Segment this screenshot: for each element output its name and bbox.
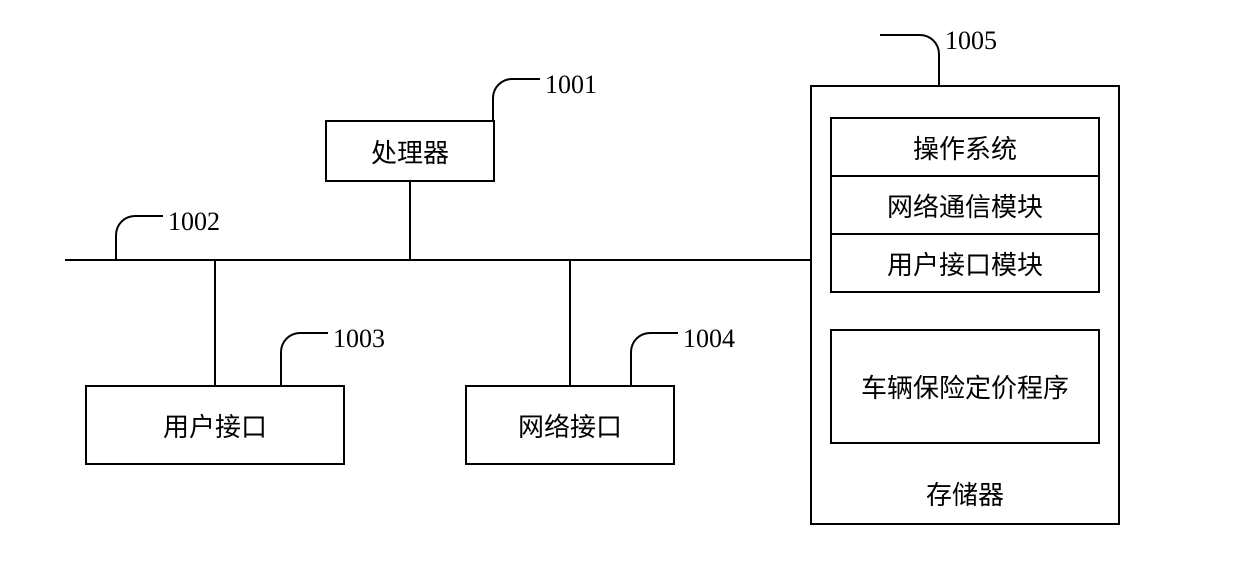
leader-1002 — [115, 215, 163, 259]
diagram-canvas: 处理器 用户接口 网络接口 操作系统 网络通信模块 用户接口模块 车辆保险定价程… — [0, 0, 1240, 572]
leader-1004 — [630, 332, 678, 386]
ref-1004: 1004 — [683, 324, 735, 354]
network-interface-box: 网络接口 — [465, 385, 675, 465]
leader-1005 — [880, 34, 940, 86]
storage-item-pricing-label: 车辆保险定价程序 — [861, 368, 1069, 405]
processor-label: 处理器 — [371, 133, 449, 170]
storage-item-pricing: 车辆保险定价程序 — [830, 329, 1100, 444]
storage-item-os: 操作系统 — [830, 117, 1100, 177]
storage-caption: 存储器 — [812, 475, 1118, 512]
storage-label: 存储器 — [926, 481, 1004, 510]
connector-processor-bus — [409, 182, 411, 260]
processor-box: 处理器 — [325, 120, 495, 182]
connector-bus-userif — [214, 260, 216, 385]
leader-1003 — [280, 332, 328, 386]
storage-item-userifmod-label: 用户接口模块 — [887, 245, 1043, 282]
network-interface-label: 网络接口 — [518, 407, 622, 444]
storage-item-userifmod: 用户接口模块 — [830, 233, 1100, 293]
ref-1005: 1005 — [945, 26, 997, 56]
connector-bus-netif — [569, 260, 571, 385]
user-interface-box: 用户接口 — [85, 385, 345, 465]
ref-1002: 1002 — [168, 207, 220, 237]
leader-1001 — [492, 78, 540, 122]
storage-item-netcomm: 网络通信模块 — [830, 175, 1100, 235]
ref-1003: 1003 — [333, 324, 385, 354]
storage-box: 操作系统 网络通信模块 用户接口模块 车辆保险定价程序 存储器 — [810, 85, 1120, 525]
user-interface-label: 用户接口 — [163, 407, 267, 444]
storage-item-netcomm-label: 网络通信模块 — [887, 187, 1043, 224]
storage-item-os-label: 操作系统 — [913, 129, 1017, 166]
ref-1001: 1001 — [545, 70, 597, 100]
bus-line — [65, 259, 810, 261]
